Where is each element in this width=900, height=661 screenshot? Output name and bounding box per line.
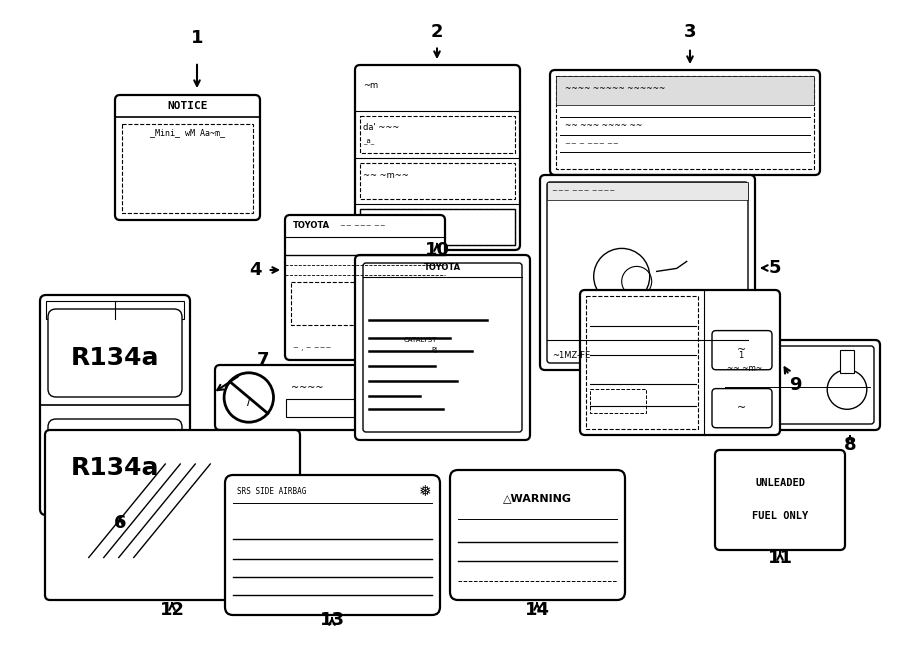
Text: 5: 5 — [769, 259, 781, 277]
Text: ~1MZ-FE: ~1MZ-FE — [552, 350, 590, 360]
Text: ~: ~ — [737, 403, 747, 413]
Text: △WARNING: △WARNING — [503, 494, 572, 504]
FancyBboxPatch shape — [355, 255, 530, 440]
Bar — [360, 209, 515, 245]
Text: SRS SIDE AIRBAG: SRS SIDE AIRBAG — [237, 486, 306, 496]
Bar — [556, 76, 814, 169]
Text: ~~ ~m~~: ~~ ~m~~ — [363, 171, 409, 180]
Bar — [590, 389, 646, 413]
Text: ~~~~ ~~~~~ ~~~~~~: ~~~~ ~~~~~ ~~~~~~ — [565, 85, 665, 93]
FancyBboxPatch shape — [580, 290, 780, 435]
Bar — [602, 292, 609, 305]
FancyBboxPatch shape — [715, 340, 880, 430]
Text: ~m: ~m — [363, 81, 378, 91]
Bar — [547, 182, 748, 200]
FancyBboxPatch shape — [355, 65, 520, 250]
Text: 3: 3 — [684, 23, 697, 41]
FancyBboxPatch shape — [363, 263, 522, 432]
Bar — [291, 282, 439, 325]
Text: UNLEADED: UNLEADED — [755, 478, 805, 488]
Text: 8: 8 — [843, 436, 856, 454]
FancyBboxPatch shape — [48, 309, 182, 397]
Text: _Mini_ wM Aa~m_: _Mini_ wM Aa~m_ — [150, 128, 225, 137]
Text: 12: 12 — [159, 601, 184, 619]
Text: ~~~~: ~~~~ — [291, 383, 323, 393]
Text: 13: 13 — [320, 611, 345, 629]
Text: CATALYST: CATALYST — [403, 337, 437, 343]
Text: ~: ~ — [737, 345, 747, 355]
Bar — [285, 399, 400, 417]
Text: 11: 11 — [768, 549, 793, 567]
FancyBboxPatch shape — [712, 389, 772, 428]
Bar — [586, 296, 698, 429]
FancyBboxPatch shape — [215, 365, 410, 430]
Text: ~ , ~ ~~~: ~ , ~ ~~~ — [293, 345, 331, 351]
Text: R134a: R134a — [71, 346, 159, 370]
Text: /: / — [247, 397, 250, 407]
Text: ~~ ~~~ ~~: ~~ ~~~ ~~ — [340, 223, 385, 229]
Text: _a_: _a_ — [363, 138, 374, 144]
FancyBboxPatch shape — [40, 295, 190, 515]
Bar — [556, 76, 814, 105]
Text: 1: 1 — [738, 350, 743, 360]
Text: ~~ ~m~: ~~ ~m~ — [727, 364, 762, 373]
Text: FUEL ONLY: FUEL ONLY — [752, 511, 808, 521]
Bar — [122, 124, 253, 213]
FancyBboxPatch shape — [721, 346, 874, 424]
Bar — [360, 209, 515, 245]
Bar — [587, 292, 599, 309]
Text: R134a: R134a — [71, 456, 159, 480]
FancyBboxPatch shape — [712, 330, 772, 369]
FancyBboxPatch shape — [45, 430, 300, 600]
FancyBboxPatch shape — [450, 470, 625, 600]
Bar — [360, 163, 515, 199]
FancyBboxPatch shape — [285, 215, 445, 360]
Text: 2: 2 — [431, 23, 443, 41]
Bar — [46, 301, 184, 319]
Bar — [360, 116, 515, 153]
Text: NOTICE: NOTICE — [167, 101, 208, 111]
Text: 9: 9 — [788, 376, 801, 394]
Text: ❅: ❅ — [418, 483, 431, 498]
Text: ~~ ~~~ ~~~~ ~~: ~~ ~~~ ~~~~ ~~ — [565, 121, 643, 130]
Bar — [840, 350, 854, 373]
Text: 4: 4 — [248, 261, 261, 279]
FancyBboxPatch shape — [48, 419, 182, 507]
Text: 1: 1 — [191, 29, 203, 47]
FancyBboxPatch shape — [225, 475, 440, 615]
Text: TOYOTA: TOYOTA — [293, 221, 330, 231]
Text: 10: 10 — [425, 241, 449, 259]
Text: da' ~~~: da' ~~~ — [363, 123, 400, 132]
Text: 6: 6 — [113, 514, 126, 532]
FancyBboxPatch shape — [540, 175, 755, 370]
Text: 7: 7 — [256, 351, 269, 369]
FancyBboxPatch shape — [715, 450, 845, 550]
FancyBboxPatch shape — [115, 95, 260, 220]
Bar — [637, 340, 657, 346]
FancyBboxPatch shape — [547, 182, 748, 363]
Text: PJ: PJ — [431, 347, 437, 353]
Text: ~~ ~ ~~~ ~~: ~~ ~ ~~~ ~~ — [565, 141, 619, 147]
Text: TOYOTA: TOYOTA — [424, 262, 461, 272]
Text: 14: 14 — [525, 601, 550, 619]
Text: ~~~ ~~~ ~~~~: ~~~ ~~~ ~~~~ — [552, 188, 616, 194]
FancyBboxPatch shape — [550, 70, 820, 175]
